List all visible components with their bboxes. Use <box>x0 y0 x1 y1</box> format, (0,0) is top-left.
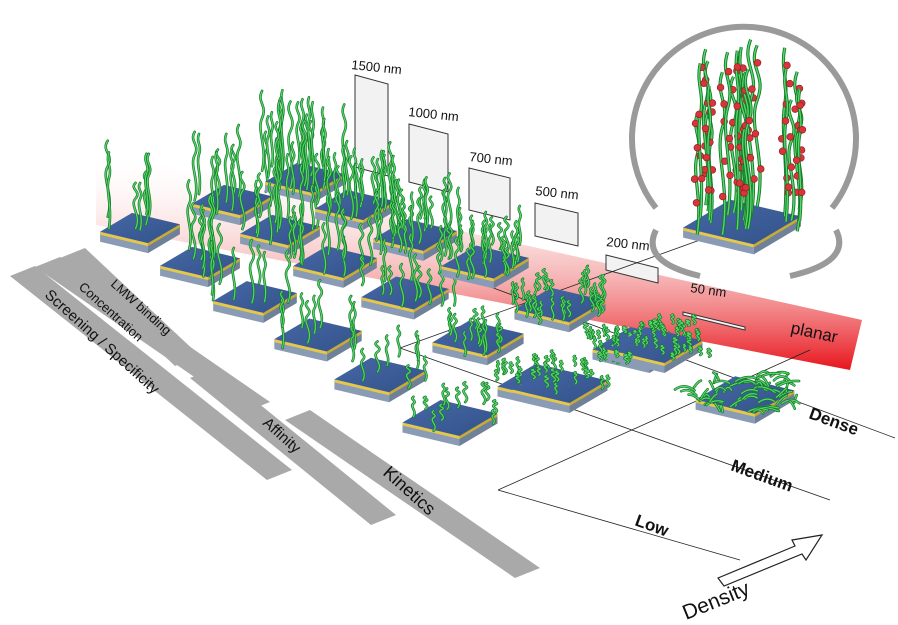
thickness-label-500: 500 nm <box>535 183 580 202</box>
tile-19 <box>607 313 712 373</box>
tile-10 <box>359 232 457 320</box>
thickness-box-500 <box>534 202 579 247</box>
zoom-bead <box>708 99 717 107</box>
zoom-bead <box>757 165 765 173</box>
zoom-detail-icon <box>629 23 859 279</box>
zoom-bead <box>693 144 702 152</box>
zoom-bead <box>746 154 755 162</box>
thickness-box-50 <box>682 311 746 331</box>
zoom-bead <box>781 117 790 125</box>
tile-0-polymer <box>104 139 152 232</box>
zoom-bead <box>783 61 791 70</box>
zoom-bead <box>701 124 710 133</box>
tile-3 <box>160 179 240 288</box>
thickness-boxes <box>354 74 746 331</box>
tile-15-polymer <box>410 380 499 433</box>
tile-8-polymer <box>373 172 463 255</box>
tile-18 <box>508 358 611 413</box>
tile-6-polymer <box>209 222 292 305</box>
zoom-bead <box>750 175 758 183</box>
tile-1-polymer <box>191 123 269 219</box>
density-arrow-icon <box>717 534 824 587</box>
tile-15 <box>402 380 499 446</box>
thickness-label-1000: 1000 nm <box>408 104 460 124</box>
tile-14-polymer <box>510 264 607 325</box>
density-label-low: Low <box>633 511 672 541</box>
zoom-bead <box>716 83 725 92</box>
bar-affinity <box>190 368 396 525</box>
zoom-bead <box>704 186 713 194</box>
tile-13-polymer <box>447 305 504 357</box>
zoom-bead <box>700 79 708 87</box>
density-label-dense: Dense <box>807 404 861 439</box>
tile-dense-planar-polymer <box>673 370 801 415</box>
zoom-bead <box>725 134 734 143</box>
thickness-label-1500: 1500 nm <box>351 57 403 77</box>
zoom-bead <box>784 183 793 191</box>
tile-3-polymer <box>186 179 216 278</box>
tile-0 <box>100 139 180 254</box>
zoom-bead <box>792 156 801 164</box>
zoom-bead <box>778 147 787 155</box>
zoom-bead <box>748 85 756 93</box>
zoom-bead <box>751 129 760 138</box>
zoom-bead <box>786 79 794 88</box>
zoom-bead <box>736 179 744 187</box>
zoom-bead <box>726 171 734 180</box>
thickness-label-200: 200 nm <box>606 234 651 253</box>
tile-12-polymer <box>349 323 428 390</box>
tile-9 <box>274 278 362 362</box>
bar-kinetics <box>285 410 540 578</box>
tile-9-polymer <box>279 278 357 350</box>
zoom-bead <box>753 59 762 67</box>
tile-2 <box>259 88 348 204</box>
tile-10-polymer <box>359 232 457 308</box>
zoom-bead <box>702 153 711 162</box>
zoom-bead <box>733 63 742 71</box>
thickness-box-1000 <box>408 123 449 193</box>
zoom-bead <box>695 110 703 119</box>
zoom-bead <box>724 67 733 76</box>
zoom-bead <box>690 175 699 183</box>
zoom-bead <box>719 192 727 201</box>
tile-11 <box>438 204 529 289</box>
tile-12 <box>334 323 428 403</box>
application-bars <box>10 248 540 578</box>
tile-13 <box>432 305 524 366</box>
tile-18-polymer <box>508 358 611 396</box>
tile-11-polymer <box>438 204 522 281</box>
zoom-bead <box>796 101 804 110</box>
tile-5-polymer <box>313 139 396 220</box>
zoom-bead <box>786 133 794 141</box>
sensor-tiles <box>100 88 801 446</box>
zoom-bead <box>733 102 741 110</box>
tile-dense-planar <box>673 370 801 424</box>
thickness-label-700: 700 nm <box>469 149 514 168</box>
zoom-bead <box>692 199 701 207</box>
zoom-bead <box>742 183 750 192</box>
zoom-bead <box>720 100 728 108</box>
tile-6 <box>209 222 297 323</box>
zoom-bead <box>798 126 807 134</box>
zoom-bead <box>797 188 806 197</box>
thickness-box-700 <box>468 167 511 221</box>
tile-4-polymer <box>239 153 320 245</box>
zoom-bead <box>746 134 754 142</box>
thickness-label-50: 50 nm <box>690 280 728 300</box>
zoom-bead <box>698 174 706 183</box>
tile-14 <box>510 264 607 333</box>
bar-screening <box>10 266 292 480</box>
density-label-medium: Medium <box>729 456 796 496</box>
zoom-bead <box>745 116 754 125</box>
zoom-bead <box>787 163 796 171</box>
density-axis-label: Density <box>679 577 753 625</box>
thickness-box-200 <box>605 254 659 284</box>
tile-19-polymer <box>613 313 712 365</box>
